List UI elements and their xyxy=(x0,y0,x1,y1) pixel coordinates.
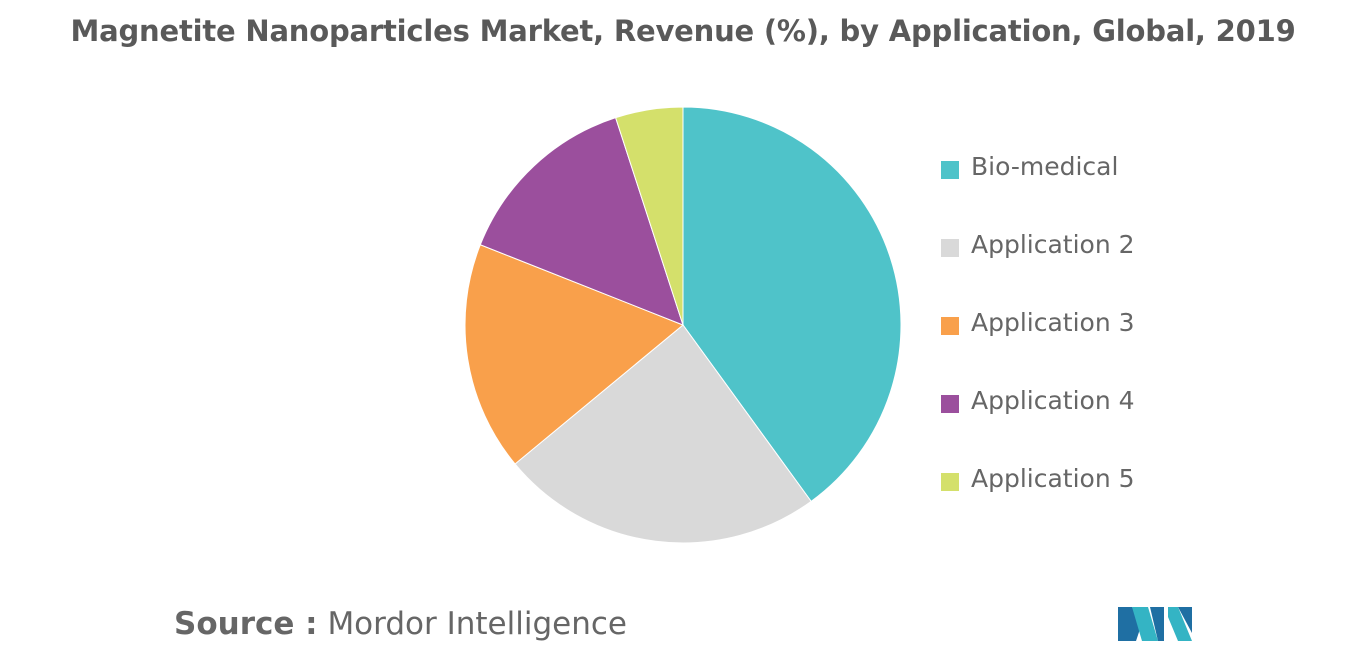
legend-swatch xyxy=(941,239,959,257)
legend-swatch xyxy=(941,161,959,179)
pie-slice-application-5 xyxy=(615,106,684,326)
legend-label: Application 3 xyxy=(971,308,1135,337)
legend-swatch xyxy=(941,395,959,413)
legend-label: Application 4 xyxy=(971,386,1135,415)
source-note: Source : Mordor Intelligence xyxy=(174,606,627,642)
pie-slice-bio-medical xyxy=(682,106,902,503)
legend-swatch xyxy=(941,317,959,335)
pie-slice-application-3 xyxy=(464,244,684,465)
pie-slice-application-2 xyxy=(514,324,812,544)
chart-title: Magnetite Nanoparticles Market, Revenue … xyxy=(70,14,1296,48)
source-name: Mordor Intelligence xyxy=(327,606,627,642)
source-prefix: Source : xyxy=(174,606,318,642)
legend-label: Bio-medical xyxy=(971,152,1119,181)
legend-swatch xyxy=(941,473,959,491)
mordor-intelligence-logo-icon xyxy=(1118,607,1192,641)
legend-label: Application 5 xyxy=(971,464,1135,493)
legend-label: Application 2 xyxy=(971,230,1135,259)
